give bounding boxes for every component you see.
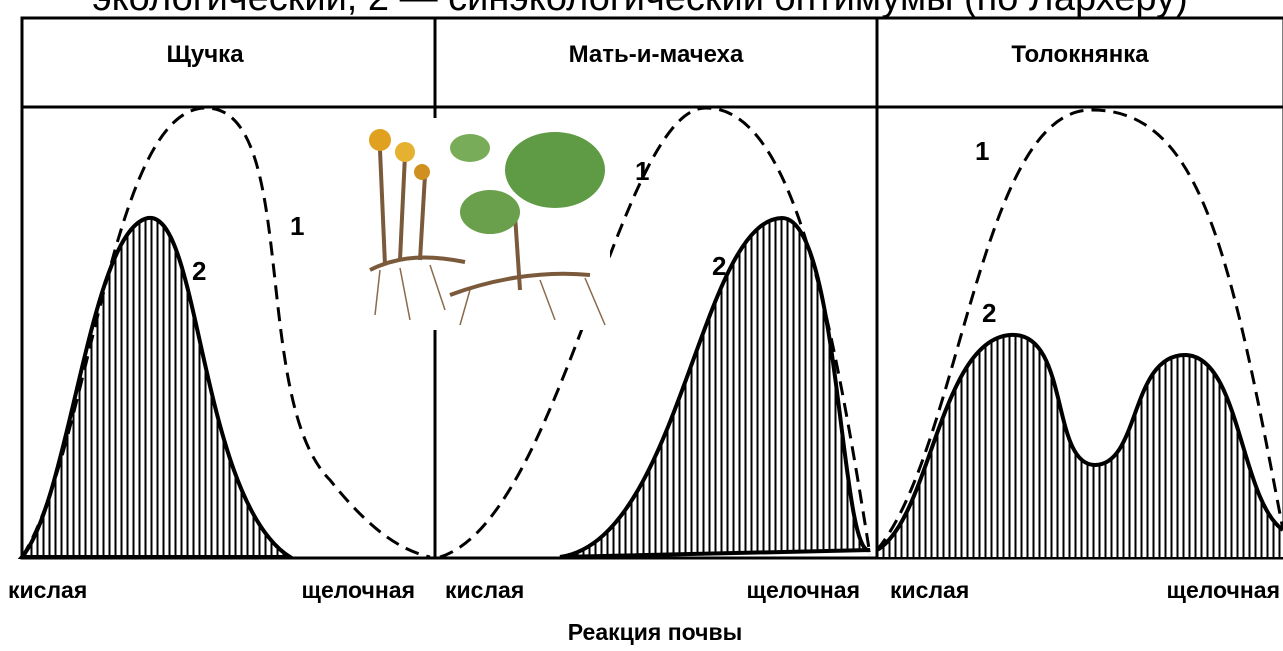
- axis-end-label: кислая: [890, 577, 969, 603]
- panel-title: Щучка: [166, 41, 244, 68]
- axis-end-label: щелочная: [1167, 577, 1280, 603]
- diagram: экологический, 2 — синэкологический опти…: [0, 0, 1283, 651]
- axis-end-label: щелочная: [302, 577, 415, 603]
- panel-title: Толокнянка: [1011, 41, 1149, 68]
- axis-end-label: кислая: [8, 577, 87, 603]
- synecological-curve: [22, 218, 290, 557]
- curve-label: 2: [982, 298, 996, 328]
- curve-label: 1: [290, 211, 304, 241]
- header-text: экологический, 2 — синэкологический опти…: [92, 0, 1188, 19]
- curve-label: 1: [975, 136, 989, 166]
- panel-title: Мать-и-мачеха: [569, 41, 744, 68]
- axis-end-label: щелочная: [747, 577, 860, 603]
- curve-label: 2: [192, 256, 206, 286]
- x-axis-title: Реакция почвы: [568, 619, 742, 645]
- curve-label: 1: [635, 156, 649, 186]
- curve-label: 2: [712, 251, 726, 281]
- axis-end-label: кислая: [445, 577, 524, 603]
- synecological-area: [877, 335, 1283, 557]
- plant-illustration: [358, 118, 610, 330]
